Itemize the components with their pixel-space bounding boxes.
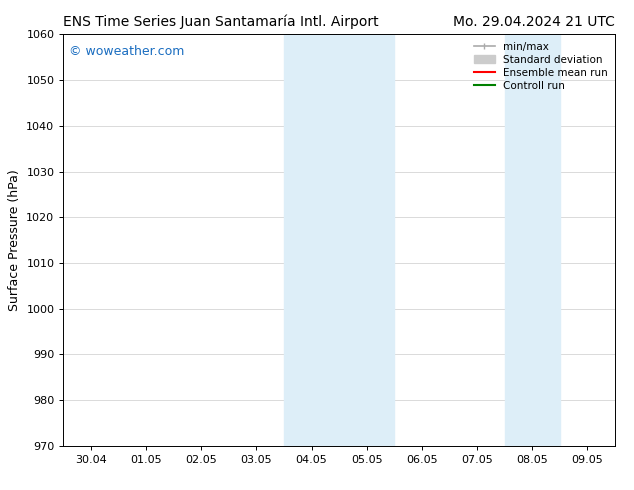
Text: Mo. 29.04.2024 21 UTC: Mo. 29.04.2024 21 UTC bbox=[453, 15, 615, 29]
Text: ENS Time Series Juan Santamaría Intl. Airport: ENS Time Series Juan Santamaría Intl. Ai… bbox=[63, 15, 379, 29]
Text: © woweather.com: © woweather.com bbox=[69, 45, 184, 58]
Legend: min/max, Standard deviation, Ensemble mean run, Controll run: min/max, Standard deviation, Ensemble me… bbox=[470, 37, 612, 95]
Y-axis label: Surface Pressure (hPa): Surface Pressure (hPa) bbox=[8, 169, 21, 311]
Bar bbox=[505, 34, 560, 446]
Bar bbox=[284, 34, 394, 446]
